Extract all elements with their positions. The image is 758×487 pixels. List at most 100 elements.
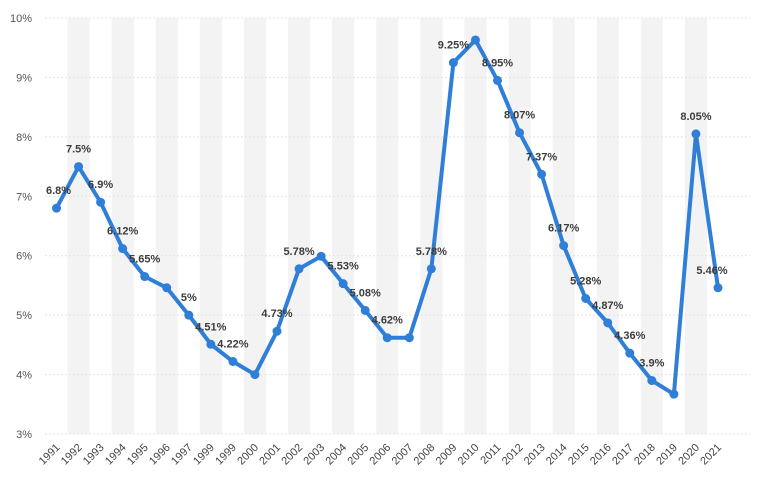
data-point[interactable]: [470, 35, 480, 45]
data-point[interactable]: [581, 294, 591, 304]
x-tick-label: 2009: [434, 442, 460, 468]
data-point[interactable]: [360, 305, 370, 315]
data-label: 8.07%: [504, 110, 535, 122]
column-band: [640, 18, 663, 434]
data-point[interactable]: [74, 162, 84, 172]
data-label: 3.9%: [639, 358, 664, 370]
data-point[interactable]: [515, 128, 525, 138]
y-tick-label: 9%: [16, 72, 32, 84]
y-tick-label: 3%: [16, 429, 32, 441]
data-point[interactable]: [52, 203, 61, 213]
data-point[interactable]: [713, 283, 723, 293]
data-point[interactable]: [691, 129, 701, 139]
data-label: 4.36%: [614, 330, 645, 342]
y-tick-label: 7%: [16, 191, 32, 203]
data-point[interactable]: [294, 264, 304, 274]
data-point[interactable]: [382, 333, 392, 343]
x-tick-label: 2003: [301, 442, 327, 468]
data-point[interactable]: [250, 370, 260, 380]
x-tick-label: 1997: [169, 442, 195, 468]
data-point[interactable]: [559, 241, 569, 251]
data-label: 7.5%: [66, 144, 91, 156]
x-tick-label: 2018: [632, 442, 658, 468]
data-label: 4.22%: [217, 338, 248, 350]
data-point[interactable]: [96, 197, 106, 207]
data-label: 4.87%: [592, 300, 623, 312]
x-tick-label: 1995: [125, 442, 151, 468]
x-tick-label: 2020: [676, 442, 702, 468]
column-band: [243, 18, 266, 434]
x-tick-label: 2010: [456, 442, 482, 468]
x-tick-label: 1999: [213, 442, 239, 468]
x-tick-label: 2013: [522, 442, 548, 468]
data-label: 4.62%: [372, 315, 403, 327]
y-tick-label: 5%: [16, 310, 32, 322]
data-point[interactable]: [118, 244, 128, 254]
column-band: [288, 18, 311, 434]
data-point[interactable]: [603, 318, 613, 328]
data-point[interactable]: [206, 339, 216, 349]
data-point[interactable]: [404, 333, 414, 343]
x-tick-label: 2002: [279, 442, 305, 468]
data-point[interactable]: [338, 279, 348, 289]
data-point[interactable]: [140, 272, 150, 282]
data-point[interactable]: [162, 283, 172, 293]
data-label: 5.78%: [416, 246, 447, 258]
data-label: 5.46%: [696, 265, 727, 277]
data-label: 7.37%: [526, 151, 557, 163]
data-point[interactable]: [272, 326, 282, 336]
y-tick-label: 6%: [16, 251, 32, 263]
data-label: 4.73%: [261, 308, 292, 320]
x-tick-label: 1999: [191, 442, 217, 468]
data-point[interactable]: [537, 169, 547, 179]
x-tick-label: 2000: [235, 442, 261, 468]
data-label: 5.28%: [570, 276, 601, 288]
data-label: 8.05%: [680, 111, 711, 123]
data-point[interactable]: [669, 389, 679, 399]
x-tick-label: 1996: [147, 442, 173, 468]
x-tick-label: 2007: [390, 442, 416, 468]
data-label: 8.95%: [482, 57, 513, 69]
data-point[interactable]: [426, 264, 436, 274]
data-point[interactable]: [493, 75, 502, 85]
data-label: 6.9%: [88, 179, 113, 191]
data-label: 6.17%: [548, 223, 579, 235]
x-tick-label: 1991: [37, 442, 63, 468]
column-band: [508, 18, 531, 434]
data-label: 6.12%: [107, 226, 138, 238]
data-labels: 6.8% 7.5% 6.9% 6.12% 5.65% 5% 4.51% 4.22% 4.73% 5…: [46, 40, 728, 370]
data-point[interactable]: [625, 348, 635, 358]
data-point[interactable]: [184, 310, 194, 320]
data-point[interactable]: [228, 356, 238, 366]
data-label: 5.08%: [350, 287, 381, 299]
x-tick-label: 1992: [59, 442, 85, 468]
x-tick-label: 2014: [544, 442, 570, 468]
data-point[interactable]: [448, 58, 458, 68]
column-band: [596, 18, 619, 434]
data-label: 5.65%: [129, 254, 160, 266]
alternating-column-bands: [67, 18, 707, 434]
y-tick-label: 8%: [16, 132, 32, 144]
x-tick-label: 2004: [323, 442, 349, 468]
y-tick-label: 10%: [10, 13, 32, 25]
column-band: [199, 18, 222, 434]
data-label: 5.78%: [283, 246, 314, 258]
x-tick-label: 2015: [566, 442, 592, 468]
data-point[interactable]: [647, 376, 657, 386]
data-label: 9.25%: [438, 40, 469, 52]
y-axis-ticks: 3% 4% 5% 6% 7% 8% 9% 10%: [10, 13, 32, 441]
series-layer: [52, 35, 723, 399]
gridlines: [45, 17, 750, 435]
column-band: [420, 18, 443, 434]
x-tick-label: 1993: [81, 442, 107, 468]
x-tick-label: 2008: [412, 442, 438, 468]
y-tick-label: 4%: [16, 370, 32, 382]
x-tick-label: 2005: [346, 442, 372, 468]
column-band: [332, 18, 355, 434]
x-tick-label: 2011: [478, 442, 503, 467]
data-point[interactable]: [316, 251, 326, 261]
data-label: 5.53%: [328, 261, 359, 273]
x-tick-label: 2006: [368, 442, 394, 468]
x-tick-label: 2021: [698, 442, 724, 468]
